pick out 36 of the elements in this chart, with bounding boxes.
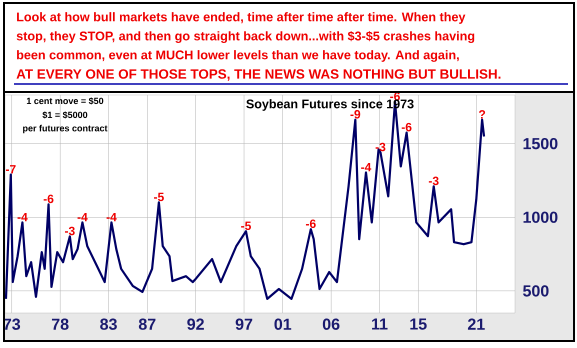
text: been common, even at MUCH lower levels than we have today. And again, [17,50,459,62]
x-tick-label: 87 [138,318,156,330]
annotation: ? [478,110,486,119]
y-tick-label: 1000 [524,212,558,223]
x-tick-label: 97 [236,318,252,330]
y-tick-label: 1500 [524,138,558,150]
x-tick-label: 21 [468,318,485,330]
annotation: -6 [402,122,412,132]
annotation: -4 [361,163,372,172]
annotation: -3 [64,226,75,236]
annotation: 1 cent move = $50 [26,97,104,105]
annotation: -6 [44,194,54,204]
annotation: -4 [18,212,28,222]
text: Look at how bull markets have ended, time after time after time. When they [17,12,466,24]
annotation: -4 [78,212,88,222]
annotation: per futures contract [23,124,108,134]
annotation: -5 [241,222,251,230]
x-tick-label: 78 [52,318,69,330]
x-tick-label: 01 [274,318,292,330]
x-tick-label: 15 [410,318,427,330]
annotation: -3 [376,142,386,152]
annotation: -9 [350,110,360,119]
annotation: -5 [154,192,164,202]
annotation: $1 = $5000 [42,111,88,119]
x-tick-label: 83 [100,318,117,330]
x-tick-label: 92 [187,318,204,330]
x-tick-label: 11 [372,318,388,330]
annotation: -3 [428,176,439,186]
y-tick-label: 500 [523,285,549,297]
annotation: -6 [306,219,316,228]
text: stop, they STOP, and then go straight back down...with $3-$5 crashes having [16,30,474,44]
text: AT EVERY ONE OF THOSE TOPS, THE NEWS WAS NOTHING BUT BULLISH. [16,69,500,81]
x-tick-label: 06 [322,318,340,330]
annotation: -4 [106,212,117,222]
x-tick-label: 73 [4,318,20,330]
annotation: -7 [6,165,16,174]
